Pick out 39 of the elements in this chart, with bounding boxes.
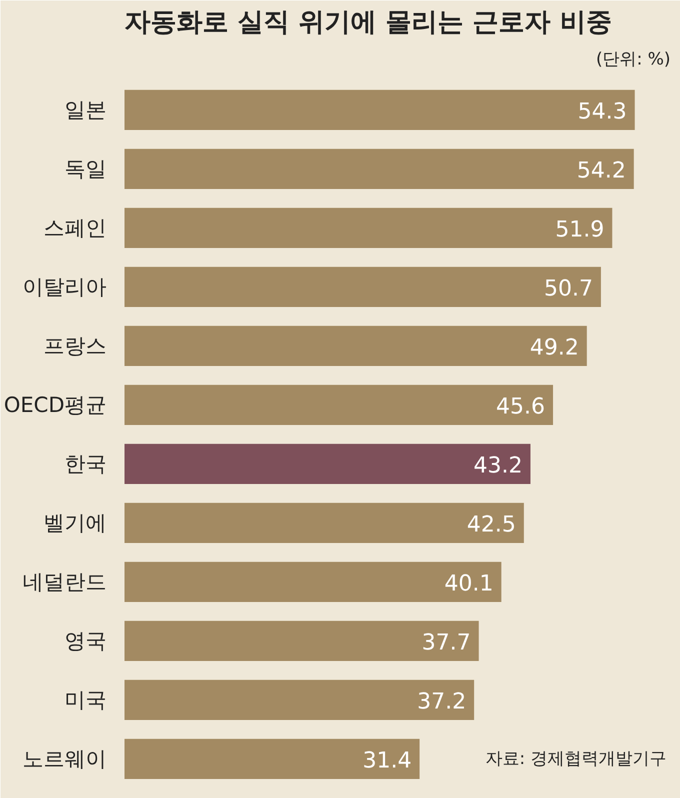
data-label: 51.9 <box>555 217 604 242</box>
data-label: 43.2 <box>473 453 522 478</box>
y-tick-label: 영국 <box>64 628 106 653</box>
bar <box>124 326 587 366</box>
bar <box>124 148 634 189</box>
data-label: 37.2 <box>417 689 466 714</box>
y-tick-label: 벨기에 <box>44 510 106 535</box>
data-label: 49.2 <box>530 335 579 360</box>
bar <box>124 620 479 662</box>
y-tick-label: 독일 <box>64 156 106 181</box>
y-tick-label: 한국 <box>64 452 106 476</box>
y-tick-label: 미국 <box>64 688 106 712</box>
y-tick-label: 프랑스 <box>44 334 106 358</box>
bar <box>124 444 530 484</box>
data-label: 54.3 <box>578 99 627 124</box>
bar <box>124 208 612 248</box>
data-label: 40.1 <box>444 571 494 596</box>
data-label: 31.4 <box>362 748 412 774</box>
data-label: 37.7 <box>422 630 471 656</box>
bar <box>124 680 474 720</box>
y-tick-label: 노르웨이 <box>22 746 106 771</box>
data-label: 50.7 <box>544 276 593 302</box>
chart-title: 자동화로 실직 위기에 몰리는 근로자 비중 <box>124 8 612 38</box>
bar <box>124 266 601 307</box>
bar <box>124 384 554 426</box>
data-label: 54.2 <box>576 158 626 184</box>
data-label: 45.6 <box>496 394 546 420</box>
y-tick-label: 이탈리아 <box>22 274 106 299</box>
y-tick-label: 일본 <box>64 98 106 122</box>
chart-subtitle: (단위: %) <box>596 50 671 70</box>
y-tick-label: 스페인 <box>44 216 106 240</box>
data-label: 42.5 <box>466 512 516 538</box>
y-tick-label: 네덜란드 <box>22 570 106 594</box>
bar <box>124 738 420 780</box>
bar <box>124 90 635 130</box>
y-tick-label: OECD평균 <box>4 392 107 417</box>
bar <box>124 502 524 544</box>
bar <box>124 562 502 602</box>
annotation: 자료: 경제협력개발기구 <box>485 748 667 769</box>
